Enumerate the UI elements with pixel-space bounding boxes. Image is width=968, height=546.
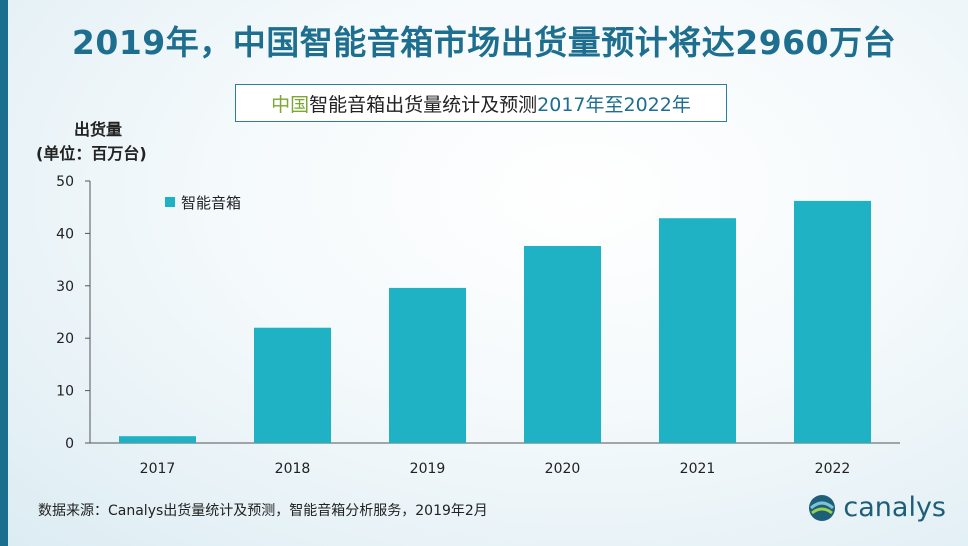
bar-2021 bbox=[659, 218, 736, 443]
globe-icon bbox=[809, 494, 836, 521]
y-tick-label: 40 bbox=[56, 226, 74, 242]
y-tick-label: 10 bbox=[56, 384, 74, 400]
y-tick-label: 30 bbox=[56, 279, 74, 295]
y-axis-title: 出货量 bbox=[74, 120, 123, 139]
y-axis-unit: (单位：百万台) bbox=[36, 144, 147, 163]
subtitle-part-years: 2017年至2022年 bbox=[537, 93, 691, 116]
x-tick-label: 2021 bbox=[680, 461, 716, 477]
bar-2017 bbox=[119, 436, 196, 443]
subtitle-part-china: 中国 bbox=[271, 93, 310, 116]
logo-wordmark: canalys bbox=[843, 492, 946, 523]
bar-2020 bbox=[524, 245, 601, 443]
subtitle-part-main: 智能音箱出货量统计及预测 bbox=[309, 93, 538, 116]
bar-2022 bbox=[794, 200, 871, 443]
x-tick-label: 2020 bbox=[545, 461, 581, 477]
page-title: 2019年，中国智能音箱市场出货量预计将达2960万台 bbox=[71, 23, 897, 62]
left-accent-bar bbox=[0, 0, 8, 546]
bar-2018 bbox=[254, 327, 331, 443]
bar-2019 bbox=[389, 287, 466, 443]
legend-label: 智能音箱 bbox=[181, 194, 241, 212]
legend-swatch bbox=[165, 197, 175, 207]
y-tick-label: 50 bbox=[56, 174, 74, 190]
y-tick-label: 20 bbox=[56, 331, 74, 347]
canalys-logo: canalys bbox=[807, 492, 946, 523]
x-tick-label: 2017 bbox=[140, 461, 176, 477]
x-tick-label: 2018 bbox=[275, 461, 311, 477]
x-tick-label: 2022 bbox=[815, 461, 851, 477]
source-note: 数据来源：Canalys出货量统计及预测，智能音箱分析服务，2019年2月 bbox=[38, 503, 488, 519]
chart-subtitle-box: 中国 智能音箱出货量统计及预测 2017年至2022年 bbox=[235, 84, 727, 122]
y-axis-unit-label: 出货量 (单位：百万台) bbox=[36, 118, 147, 166]
y-tick-label: 0 bbox=[65, 436, 74, 452]
x-tick-label: 2019 bbox=[410, 461, 446, 477]
